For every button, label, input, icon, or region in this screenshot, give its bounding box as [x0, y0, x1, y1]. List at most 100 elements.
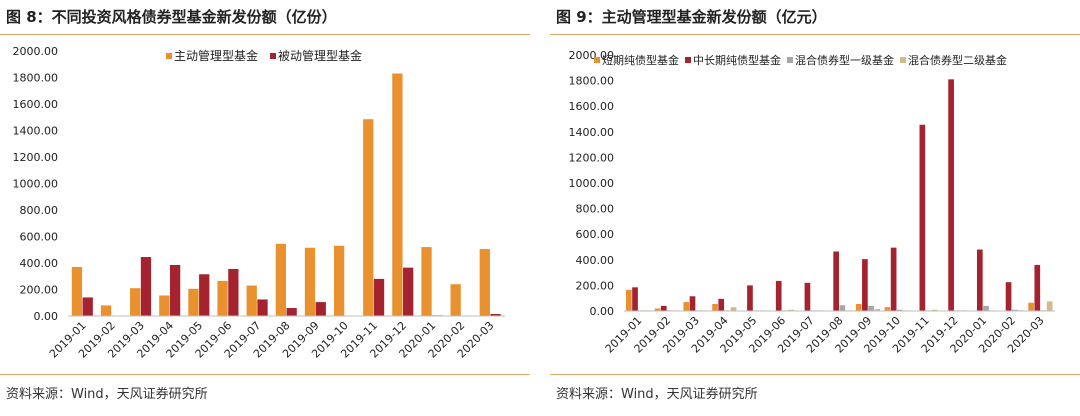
bar-b	[747, 285, 753, 311]
y-tick-label: 800.00	[20, 204, 59, 217]
bar-a	[654, 308, 661, 311]
bar-c	[896, 309, 903, 311]
bar-b	[1005, 282, 1012, 311]
bar-d	[788, 309, 794, 311]
y-tick-label: 1600.00	[569, 100, 615, 113]
y-tick-label: 2000.00	[569, 49, 615, 62]
bar-b	[140, 257, 152, 316]
y-tick-label: 1000.00	[13, 178, 59, 191]
bar-d	[730, 307, 737, 311]
bar-a	[626, 289, 632, 311]
legend-label: 混合债券型二级基金	[908, 53, 1007, 67]
legend-label: 被动管理型基金	[278, 48, 362, 63]
legend-swatch	[787, 57, 793, 63]
bar-b	[199, 274, 210, 316]
bar-chart-right: 0.00 200.00 400.00 600.00 800.00 1000.00 1200.…	[569, 49, 1055, 356]
bar-a	[130, 288, 141, 316]
bar-b	[660, 305, 667, 311]
bar-a	[333, 245, 345, 316]
y-tick-label: 1400.00	[569, 126, 615, 139]
bar-b	[976, 249, 983, 311]
bar-b	[373, 278, 385, 316]
bar-a	[188, 288, 199, 316]
legend-label: 混合债券型一级基金	[795, 53, 894, 67]
source-note-right: 资料来源：Wind，天风证券研究所	[556, 387, 758, 402]
bar-a	[479, 249, 490, 316]
y-tick-label: 600.00	[576, 228, 615, 241]
bar-a	[884, 307, 891, 311]
bar-c	[839, 305, 846, 311]
bar-a	[363, 119, 374, 316]
y-tick-label: 600.00	[20, 231, 59, 244]
bar-a	[159, 295, 170, 316]
bar-b	[833, 251, 839, 311]
bar-a	[304, 247, 316, 316]
bar-c	[983, 305, 989, 311]
legend-label: 中长期纯债型基金	[693, 53, 781, 67]
legend-label: 主动管理型基金	[174, 48, 258, 63]
bar-chart-left: 0.00 200.00 400.00 600.00 800.00 1000.00 1200.…	[13, 45, 505, 361]
y-tick-label: 400.00	[576, 254, 615, 267]
bar-a	[100, 305, 112, 316]
y-tick-label: 200.00	[576, 279, 615, 292]
bar-b	[632, 287, 638, 311]
legend-swatch	[594, 57, 600, 63]
legend-swatch	[900, 57, 906, 63]
bar-a	[855, 303, 862, 311]
bar-d	[1046, 301, 1053, 311]
bottom-rule-left	[0, 374, 530, 375]
bar-a	[217, 280, 228, 316]
y-tick-label: 0.00	[590, 305, 615, 318]
y-tick-label: 2000.00	[13, 45, 59, 58]
y-tick-label: 1600.00	[13, 98, 59, 111]
source-note-left: 资料来源：Wind，天风证券研究所	[6, 387, 208, 402]
y-tick-label: 1400.00	[13, 125, 59, 138]
bar-a	[450, 284, 461, 316]
bar-b	[403, 267, 414, 316]
y-tick-label: 0.00	[34, 310, 59, 323]
bar-b	[228, 268, 239, 316]
bar-b	[169, 264, 181, 316]
bar-b	[890, 247, 897, 311]
bar-b	[315, 302, 326, 316]
bar-b	[804, 282, 811, 311]
bar-c	[1011, 309, 1018, 311]
legend-swatch	[166, 53, 172, 59]
bar-b	[718, 298, 725, 311]
left-panel: 图 8：不同投资风格债券型基金新发份额（亿份） 0.00 200.00 400.00…	[0, 0, 530, 416]
bar-a	[71, 266, 83, 316]
y-tick-label: 200.00	[20, 284, 59, 297]
right-panel: 图 9：主动管理型基金新发份额（亿元） 0.00 200.00 400.00 600.…	[550, 0, 1080, 416]
bar-b	[82, 297, 93, 316]
bar-b	[257, 299, 268, 316]
legend-swatch	[270, 53, 276, 59]
y-tick-label: 1800.00	[13, 72, 59, 85]
bar-d	[931, 309, 938, 311]
bar-b	[948, 79, 954, 311]
bar-a	[1028, 302, 1034, 311]
bar-b	[919, 124, 926, 311]
bar-a	[392, 73, 403, 317]
y-tick-label: 1200.00	[569, 151, 615, 164]
y-tick-label: 400.00	[20, 257, 59, 270]
bar-a	[275, 243, 286, 316]
bar-b	[1034, 264, 1041, 311]
y-tick-label: 1800.00	[569, 75, 615, 88]
bar-b	[775, 280, 782, 311]
chart-title-left: 图 8：不同投资风格债券型基金新发份额（亿份）	[6, 8, 337, 26]
chart-title-right: 图 9：主动管理型基金新发份额（亿元）	[556, 8, 827, 26]
legend-label: 短期纯债型基金	[602, 53, 679, 67]
legend-swatch	[685, 57, 691, 63]
bar-b	[689, 296, 696, 311]
bar-c	[868, 305, 874, 311]
bar-a	[683, 302, 690, 311]
y-tick-label: 1200.00	[13, 151, 59, 164]
bar-d	[874, 309, 881, 311]
y-tick-label: 800.00	[576, 203, 615, 216]
bar-b	[490, 314, 501, 316]
top-rule-left	[0, 34, 530, 35]
bar-b	[286, 308, 297, 316]
top-rule-right	[550, 34, 1080, 35]
bar-b	[862, 259, 868, 311]
bar-a	[421, 247, 432, 316]
